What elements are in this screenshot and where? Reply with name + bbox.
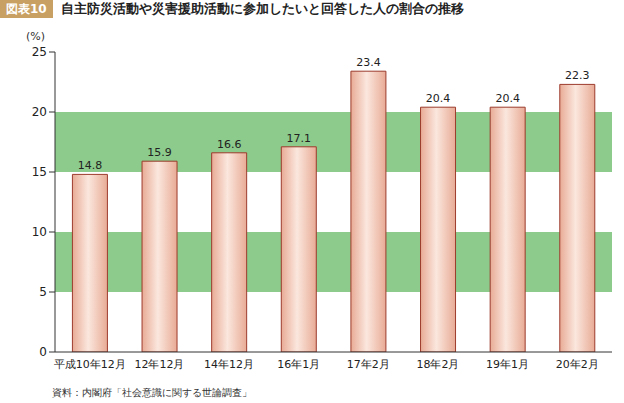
svg-text:0: 0 — [39, 345, 47, 359]
svg-text:22.3: 22.3 — [565, 69, 590, 82]
svg-text:14年12月: 14年12月 — [204, 358, 254, 371]
svg-text:12年12月: 12年12月 — [134, 358, 184, 371]
svg-text:15.9: 15.9 — [147, 146, 172, 159]
html-text:図表10: 図表10 — [6, 2, 47, 16]
svg-text:5: 5 — [39, 285, 47, 299]
svg-text:19年1月: 19年1月 — [486, 358, 529, 371]
html-text:自主防災活動や災害援助活動に参加したいと回答した人の割合の推: 自主防災活動や災害援助活動に参加したいと回答した人の割合の推移 — [60, 1, 464, 16]
svg-text:16年1月: 16年1月 — [277, 358, 320, 371]
svg-text:20.4: 20.4 — [426, 92, 451, 105]
svg-text:17.1: 17.1 — [287, 132, 312, 145]
svg-text:16.6: 16.6 — [217, 138, 242, 151]
svg-text:18年2月: 18年2月 — [416, 358, 459, 371]
svg-text:10: 10 — [32, 225, 47, 239]
svg-text:20年2月: 20年2月 — [556, 358, 599, 371]
svg-text:20: 20 — [32, 105, 47, 119]
svg-text:25: 25 — [32, 45, 47, 59]
svg-text:15: 15 — [32, 165, 47, 179]
svg-text:23.4: 23.4 — [356, 56, 381, 69]
svg-text:平成10年12月: 平成10年12月 — [54, 358, 126, 371]
svg-text:20.4: 20.4 — [495, 92, 520, 105]
html-text:資料：内閣府「社会意識に関する世論調査」: 資料：内閣府「社会意識に関する世論調査」 — [52, 387, 252, 398]
svg-text:14.8: 14.8 — [78, 159, 103, 172]
svg-text:17年2月: 17年2月 — [347, 358, 390, 371]
